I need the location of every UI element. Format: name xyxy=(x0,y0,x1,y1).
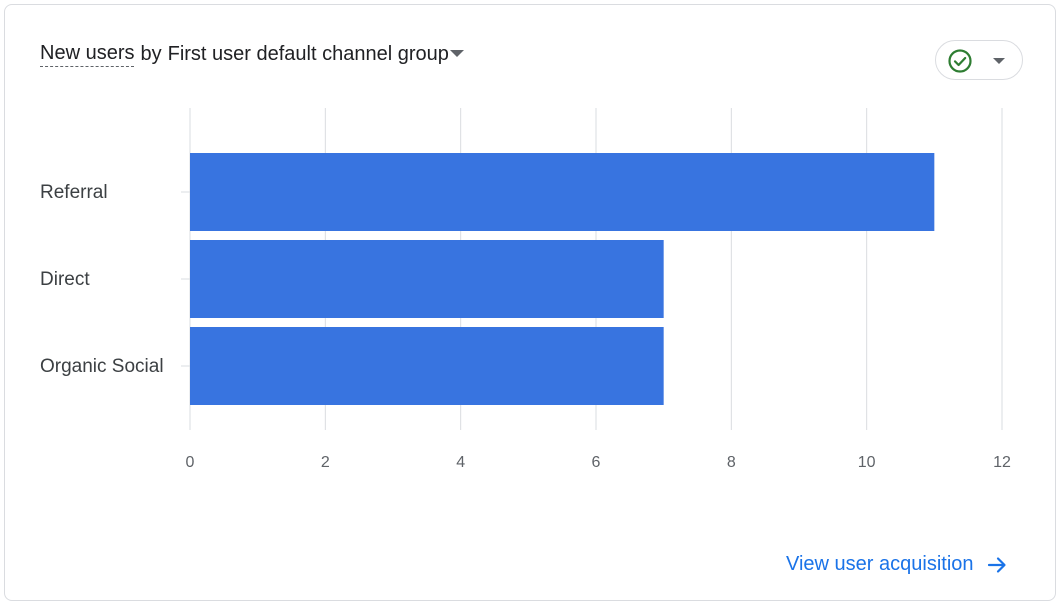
x-tick-label: 6 xyxy=(592,454,601,471)
caret-down-icon xyxy=(993,58,1005,64)
category-label: Direct xyxy=(40,269,90,290)
category-label: Referral xyxy=(40,182,108,203)
bar xyxy=(190,153,935,231)
chart-title: New users by First user default channel … xyxy=(40,42,464,67)
view-user-acquisition-link[interactable]: View user acquisition xyxy=(786,553,1008,576)
x-tick-label: 4 xyxy=(456,454,465,471)
x-tick-label: 12 xyxy=(993,454,1011,471)
title-by-text: by xyxy=(140,43,162,65)
arrow-right-icon xyxy=(987,556,1006,573)
x-tick-label: 0 xyxy=(186,454,195,471)
check-circle-icon xyxy=(948,49,972,73)
dimension-selector[interactable]: First user default channel group xyxy=(167,43,449,65)
metric-selector[interactable]: New users xyxy=(40,42,135,67)
category-label: Organic Social xyxy=(40,356,164,377)
comparison-status-dropdown[interactable] xyxy=(935,40,1023,80)
x-tick-label: 8 xyxy=(727,454,736,471)
bar xyxy=(190,327,664,405)
x-tick-label: 2 xyxy=(321,454,330,471)
view-user-acquisition-label: View user acquisition xyxy=(786,553,974,575)
bar xyxy=(190,240,664,318)
x-tick-label: 10 xyxy=(858,454,876,471)
dimension-caret-down-icon[interactable] xyxy=(449,50,464,57)
